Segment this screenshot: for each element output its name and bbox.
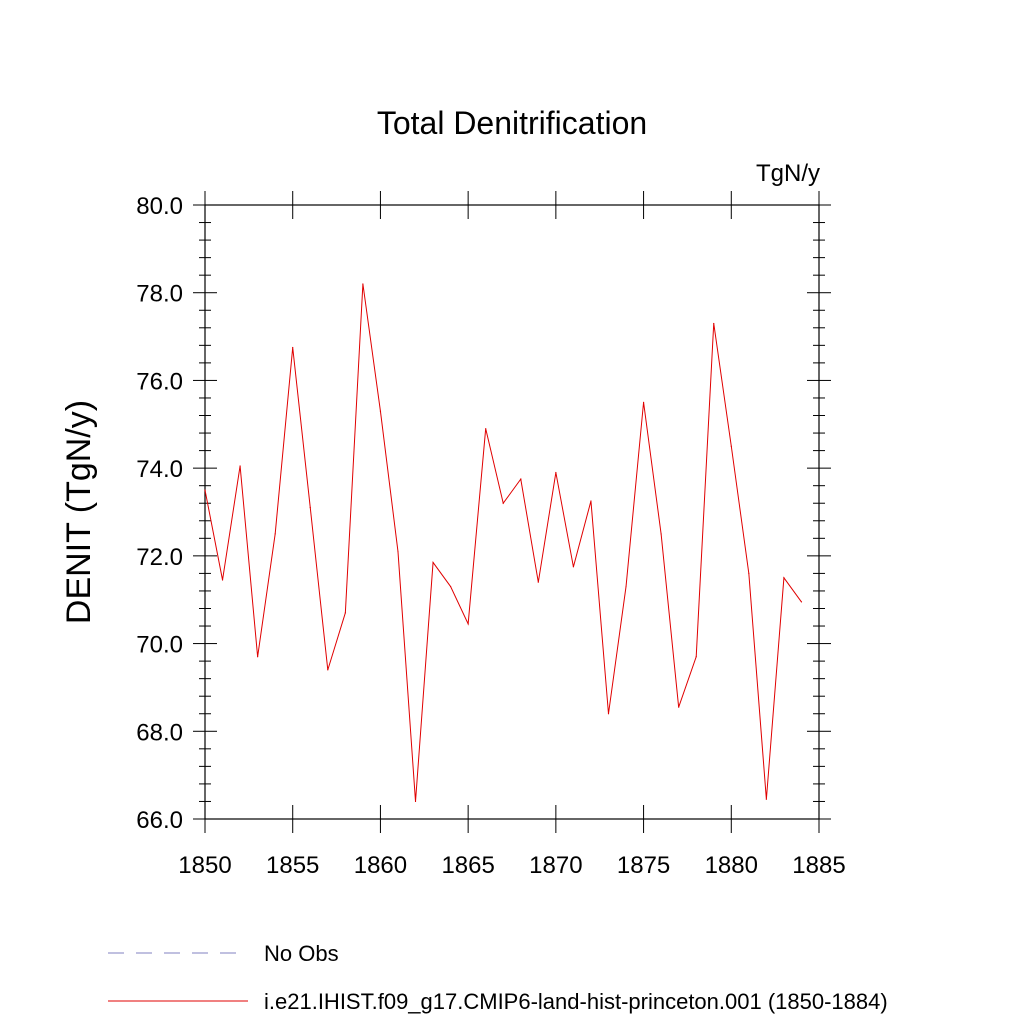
major-ticks: [193, 191, 831, 833]
x-tick-label: 1860: [354, 852, 407, 879]
data-point: [467, 623, 469, 625]
data-point: [695, 656, 697, 658]
data-point: [362, 283, 364, 285]
y-tick-label: 70.0: [136, 632, 183, 659]
y-tick-labels: 66.0 68.0 70.0 72.0 74.0 76.0 78.0 80.0: [136, 193, 183, 834]
data-point: [221, 579, 224, 581]
data-point: [590, 500, 592, 502]
y-axis-label: DENIT (TgN/y): [60, 400, 98, 624]
data-point: [257, 656, 259, 658]
data-point: [432, 561, 434, 564]
y-tick-label: 68.0: [136, 719, 183, 746]
y-tick-label: 72.0: [136, 544, 183, 571]
x-tick-label: 1885: [792, 852, 845, 879]
legend-label-no-obs: No Obs: [264, 941, 339, 966]
data-point: [660, 533, 662, 535]
x-tick-label: 1850: [178, 852, 231, 879]
legend-label-model: i.e21.IHIST.f09_g17.CMIP6-land-hist-prin…: [264, 989, 888, 1014]
data-point: [397, 550, 399, 553]
x-tick-label: 1875: [617, 852, 670, 879]
data-point: [537, 581, 539, 583]
data-point: [625, 585, 627, 588]
data-point: [327, 669, 329, 671]
y-tick-label: 80.0: [136, 193, 183, 220]
data-point: [502, 502, 504, 504]
data-point: [292, 346, 294, 349]
data-point: [800, 601, 803, 603]
data-point: [783, 577, 785, 579]
data-point: [730, 445, 732, 447]
data-point: [450, 585, 452, 588]
x-tick-label: 1855: [266, 852, 319, 879]
data-point: [748, 572, 750, 575]
minor-ticks: [199, 222, 825, 802]
y-tick-label: 66.0: [136, 807, 183, 834]
x-tick-label: 1865: [441, 852, 494, 879]
series-points: [204, 283, 803, 803]
data-point: [414, 800, 417, 803]
data-point: [274, 533, 276, 535]
data-point: [379, 410, 382, 412]
data-point: [642, 401, 645, 403]
x-tick-label: 1880: [705, 852, 758, 879]
data-point: [485, 428, 487, 430]
series-line: [204, 283, 802, 802]
legend: No Obs i.e21.IHIST.f09_g17.CMIP6-land-hi…: [108, 941, 888, 1014]
data-point: [555, 471, 557, 474]
plot-frame: [204, 204, 820, 820]
data-point: [713, 322, 715, 325]
y-tick-label: 74.0: [136, 456, 183, 483]
chart-title: Total Denitrification: [377, 105, 647, 141]
data-point: [309, 507, 311, 509]
y-tick-label: 76.0: [136, 368, 183, 395]
data-point: [607, 713, 610, 715]
data-point: [678, 706, 680, 708]
data-point: [204, 489, 206, 491]
x-tick-label: 1870: [529, 852, 582, 879]
units-label: TgN/y: [756, 160, 820, 187]
data-point: [344, 612, 346, 614]
data-point: [520, 478, 522, 480]
data-point: [765, 798, 767, 800]
data-point: [239, 465, 241, 467]
y-tick-label: 78.0: [136, 281, 183, 308]
x-tick-labels: 1850 1855 1860 1865 1870 1875 1880 1885: [178, 852, 845, 879]
data-point: [572, 566, 575, 568]
